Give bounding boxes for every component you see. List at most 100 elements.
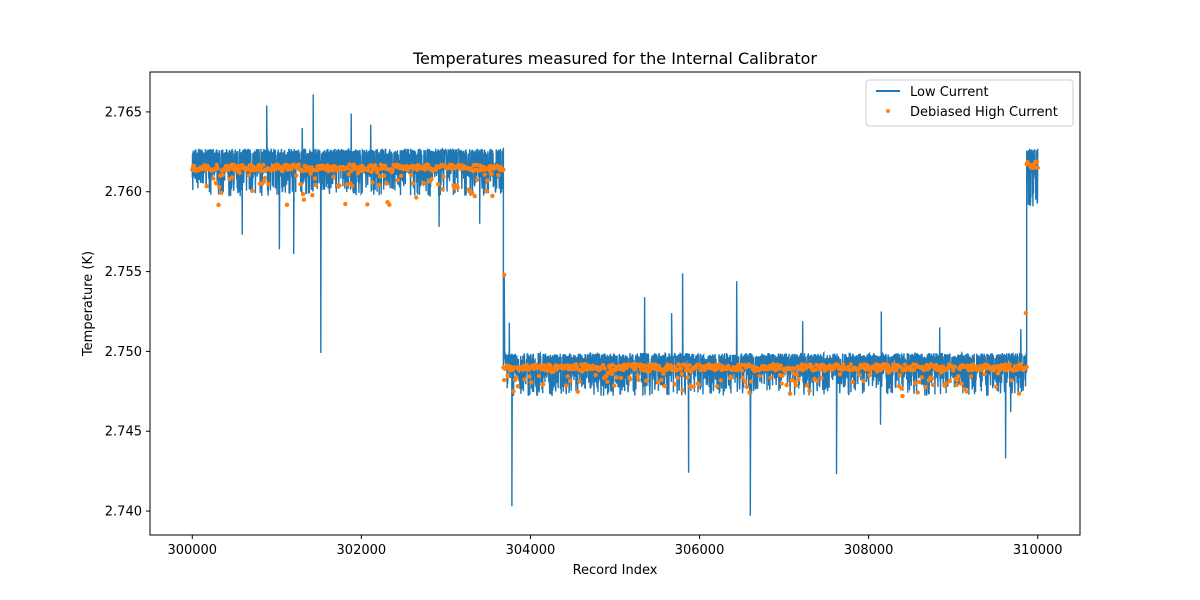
- scatter-point: [861, 378, 866, 384]
- scatter-point-outlier: [502, 272, 507, 277]
- scatter-point: [204, 184, 209, 189]
- scatter-point: [218, 190, 224, 195]
- scatter-point: [1007, 362, 1012, 367]
- scatter-point: [813, 367, 818, 372]
- scatter-point: [659, 377, 664, 383]
- scatter-point: [912, 380, 918, 386]
- scatter-point: [337, 183, 342, 188]
- scatter-point: [956, 374, 961, 379]
- scatter-point: [250, 188, 255, 193]
- scatter-point: [915, 390, 920, 395]
- scatter-point: [365, 168, 371, 173]
- scatter-point: [780, 373, 785, 378]
- scatter-point: [593, 372, 598, 378]
- scatter-point: [628, 377, 633, 382]
- scatter-point: [568, 378, 573, 383]
- scatter-point: [954, 382, 959, 388]
- scatter-point: [614, 375, 619, 380]
- scatter-point: [800, 367, 805, 373]
- scatter-point: [793, 383, 799, 388]
- scatter-point: [565, 374, 570, 379]
- scatter-point: [794, 372, 799, 377]
- scatter-point: [536, 373, 542, 379]
- scatter-point: [261, 162, 266, 168]
- scatter-point: [440, 187, 445, 192]
- scatter-point: [679, 371, 684, 377]
- scatter-point: [919, 375, 925, 380]
- scatter-point: [804, 383, 810, 388]
- scatter-point: [787, 391, 793, 396]
- scatter-point: [452, 186, 457, 191]
- scatter-point: [289, 167, 294, 172]
- scatter-point: [897, 372, 903, 378]
- scatter-point: [728, 374, 733, 379]
- scatter-point: [377, 174, 383, 179]
- scatter-point: [947, 379, 952, 384]
- scatter-point: [331, 174, 336, 180]
- scatter-point: [610, 362, 615, 367]
- scatter-point: [300, 168, 305, 174]
- scatter-point: [540, 382, 546, 387]
- legend: Low Current Debiased High Current: [865, 79, 1074, 127]
- scatter-point: [308, 171, 313, 176]
- scatter-point: [294, 173, 299, 178]
- scatter-point: [455, 185, 460, 190]
- scatter-point: [635, 373, 640, 378]
- scatter-point: [259, 168, 264, 173]
- y-tick-label: 2.745: [105, 425, 142, 440]
- scatter-point: [226, 167, 231, 173]
- scatter-point: [296, 162, 301, 167]
- scatter-point: [687, 363, 692, 368]
- scatter-point: [655, 380, 661, 385]
- scatter-point: [261, 179, 267, 184]
- scatter-point: [345, 166, 350, 171]
- y-tick-label: 2.740: [105, 505, 142, 520]
- scatter-point: [841, 362, 846, 367]
- scatter-point: [262, 175, 268, 181]
- scatter-point: [789, 378, 794, 383]
- scatter-point: [524, 362, 530, 368]
- y-tick-label: 2.755: [105, 265, 142, 280]
- scatter-point: [469, 190, 475, 196]
- scatter-point: [280, 168, 285, 174]
- x-tick-label: 306000: [675, 543, 725, 558]
- scatter-point: [398, 173, 404, 179]
- scatter-point: [495, 163, 500, 168]
- scatter-point: [450, 163, 455, 168]
- scatter-point: [489, 171, 494, 177]
- scatter-point: [899, 386, 904, 391]
- scatter-point: [934, 362, 939, 368]
- scatter-point: [784, 382, 789, 388]
- plot-area: [190, 94, 1040, 516]
- scatter-point: [898, 364, 903, 370]
- scatter-point: [237, 170, 242, 176]
- scatter-point: [744, 384, 750, 390]
- scatter-point: [778, 363, 783, 368]
- legend-box: [865, 79, 1074, 127]
- scatter-point: [505, 373, 510, 378]
- scatter-point: [856, 367, 861, 372]
- scatter-point: [501, 167, 506, 172]
- scatter-point: [502, 377, 507, 383]
- x-tick-label: 300000: [167, 543, 217, 558]
- legend-entry-low-current: Low Current: [910, 85, 989, 100]
- scatter-point: [1004, 368, 1009, 373]
- scatter-point: [691, 384, 696, 389]
- scatter-point: [796, 376, 801, 382]
- scatter-point: [636, 377, 641, 383]
- scatter-point: [496, 172, 501, 178]
- scatter-point: [344, 182, 350, 187]
- scatter-point-outlier: [1023, 310, 1029, 316]
- scatter-point: [472, 194, 477, 199]
- scatter-point: [213, 181, 219, 186]
- x-axis: 300000 302000 304000 306000 308000 310000: [167, 535, 1063, 558]
- x-tick-label: 302000: [337, 543, 387, 558]
- scatter-point: [779, 381, 784, 386]
- scatter-point: [395, 177, 400, 183]
- scatter-point: [474, 162, 479, 168]
- scatter-point: [1018, 362, 1023, 367]
- scatter-point: [216, 202, 221, 208]
- scatter-point: [1024, 364, 1029, 370]
- y-axis-label: Temperature (K): [81, 251, 96, 357]
